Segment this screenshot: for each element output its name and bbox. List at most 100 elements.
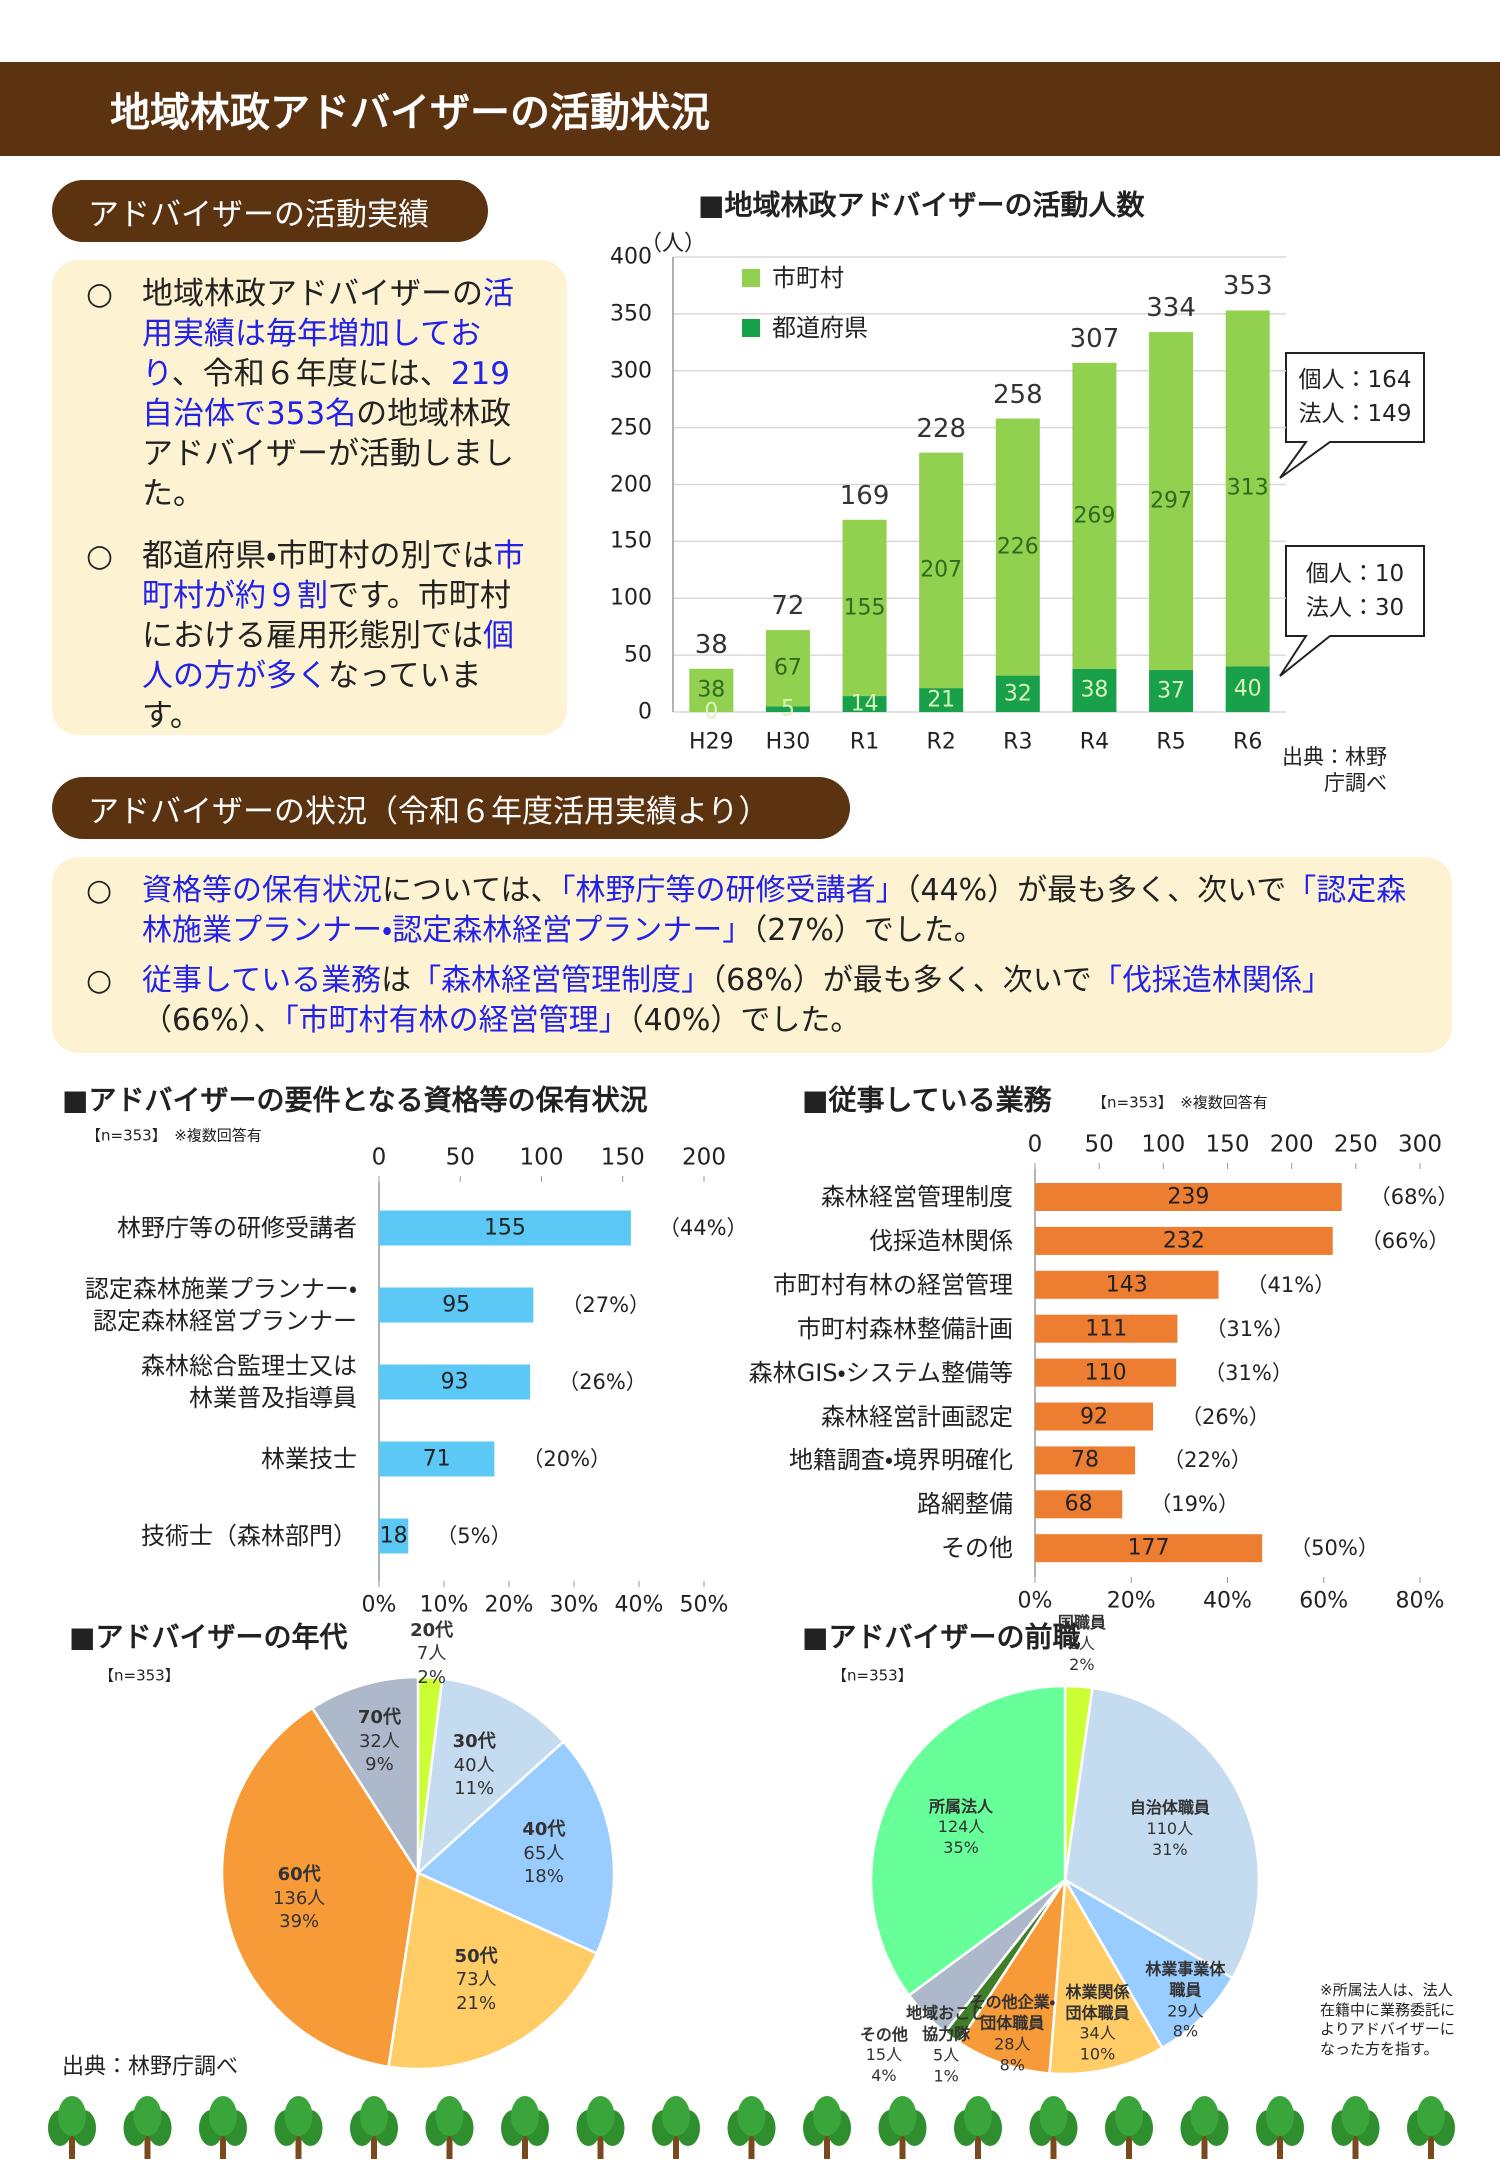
page-title: 地域林政アドバイザーの活動状況 [110,90,710,136]
total-label: 38 [694,629,728,660]
pie-label: 40代 65人 18% [522,1818,565,1888]
bar-label: 21 [927,687,956,713]
bar-label: 67 [773,655,802,681]
pie-slice [416,1677,566,1877]
percent-label: （19%） [1150,1492,1239,1517]
value-label: 136人 [272,1887,326,1909]
bar-label: 111 [1085,1315,1128,1341]
bar-label: 269 [1073,503,1116,529]
tree-trunk [522,2135,528,2159]
value-label: 29人 [1167,2000,1204,2020]
y-tick-label: 200 [610,471,652,497]
y-tick-label: 150 [610,528,652,554]
percent-label: （50%） [1290,1536,1379,1561]
text: 地域林政アドバイザーの [142,276,483,312]
text: （68%）が最も多く、次いで [711,963,1092,998]
percent-label: 21% [456,1992,497,2014]
category-label: 林業事業体 職員 [1145,1959,1226,2000]
value-label: 5人 [933,2045,960,2065]
y-tick-label: 森林総合監理士又は 林業普及指導員 [141,1352,357,1412]
y-tick-label: 100 [610,585,652,611]
header-band: 地域林政アドバイザーの活動状況 [0,62,1500,156]
y-tick-label: 地籍調査・境界明確化 [788,1446,1013,1475]
category-label: 林業関係 団体職員 [1065,1982,1130,2022]
percent-label: 2% [417,1666,446,1688]
pie-slice [415,1739,616,1956]
tree-crown [964,2096,992,2136]
highlight-text: 219自治体で353名 [142,356,510,432]
percent-label: 9% [365,1754,394,1776]
total-label: 258 [992,379,1043,410]
tree-trunk [446,2135,453,2159]
chart-title: ■地域林政アドバイザーの活動人数 [698,188,1145,222]
pie-label: 国職員 8人 2% [1058,1613,1106,1675]
x-tick-label: 0 [1027,1131,1043,1158]
value-label: 73人 [455,1969,497,1991]
text-panel: ○ 資格等の保有状況については、「林野庁等の研修受講者」（44%）が最も多く、次い… [52,857,1452,1053]
pie-label: 林業関係 団体職員 34人 10% [1066,1982,1130,2065]
bullet: ○ [86,538,114,574]
x-tick-label: 150 [600,1144,645,1171]
percent-label: 1% [933,2066,959,2086]
x-tick-label: R5 [1156,729,1186,755]
bar-segment [1149,332,1194,670]
tree-crown [1266,2096,1294,2136]
bar-label: 232 [1162,1228,1205,1254]
percent-label: （66%） [1360,1228,1450,1253]
y-tick-label: 伐採造林関係 [869,1226,1013,1255]
text: （66%）、 [142,1003,284,1038]
paragraph: ○ 地域林政アドバイザーの活用実績は毎年増加しており、令和６年度には、219自治体… [86,274,537,514]
y-tick-label: 250 [610,414,652,440]
category-label: 40代 [522,1819,566,1841]
bar [1035,1358,1177,1387]
tree-trunk [295,2135,302,2159]
pie-label: 自治体職員 110人 31% [1130,1798,1210,1860]
pie-label: 70代 32人 9% [358,1706,401,1776]
percent-label: 11% [454,1777,495,1799]
x2-tick-label: 0% [1017,1588,1053,1614]
legend-label: 市町村 [772,264,844,292]
category-label: 20代 [410,1619,454,1641]
bar-label: 143 [1105,1272,1148,1298]
pie-label: その他企業・ 団体職員 28人 8% [970,1993,1055,2076]
category-label: 30代 [452,1731,496,1753]
tree-trunk [673,2135,679,2159]
y-tick-label: 森林経営計画認定 [821,1402,1013,1431]
bar-segment [995,675,1040,712]
text-panel: ○ 地域林政アドバイザーの活用実績は毎年増加しており、令和６年度には、219自治体… [52,260,567,735]
bar-segment [765,630,810,707]
y-tick-label: その他 [941,1534,1013,1563]
pie-slice [1061,1876,1235,2050]
x-tick-label: 50 [445,1144,475,1171]
y-tick-label: 300 [610,358,652,383]
tree-trunk [69,2135,75,2159]
category-label: 地域おこし 協力隊 [906,2003,987,2044]
highlight-text: 「林野庁等の研修受講者」 [560,873,906,908]
bar-segment [1225,310,1270,667]
value-label: 65人 [523,1842,565,1864]
tree-trunk [1050,2135,1057,2159]
chart-title: ■アドバイザーの要件となる資格等の保有状況 [62,1083,648,1117]
highlight-text: 「森林経営管理制度」 [411,963,712,998]
x-tick-label: 200 [682,1144,726,1171]
percent-label: （44%） [658,1215,748,1240]
pie-label: 所属法人 124人 35% [929,1796,993,1858]
pie-slice [1048,1875,1164,2076]
bar-segment [995,418,1040,676]
text: （44%）が最も多く、次いで [905,873,1287,908]
x-tick-label: H29 [689,729,734,755]
highlight-text: 市町村が約９割 [142,538,525,614]
text: （27%）でした。 [752,913,984,948]
percent-label: 10% [1079,2044,1116,2064]
paragraph-text: 都道府県・市町村の別では市町村が約９割です。市町村における雇用形態別では個人の方… [142,536,537,736]
y-tick-label: 市町村有林の経営管理 [773,1270,1013,1299]
value-label: 28人 [994,2034,1031,2054]
pie-label: 50代 73人 21% [455,1945,498,2015]
total-label: 169 [839,480,890,511]
bar-label: 38 [1080,677,1109,703]
percent-label: 4% [871,2065,897,2085]
category-label: その他 [859,2024,908,2044]
section-heading: アドバイザーの活動実績 [52,180,488,242]
